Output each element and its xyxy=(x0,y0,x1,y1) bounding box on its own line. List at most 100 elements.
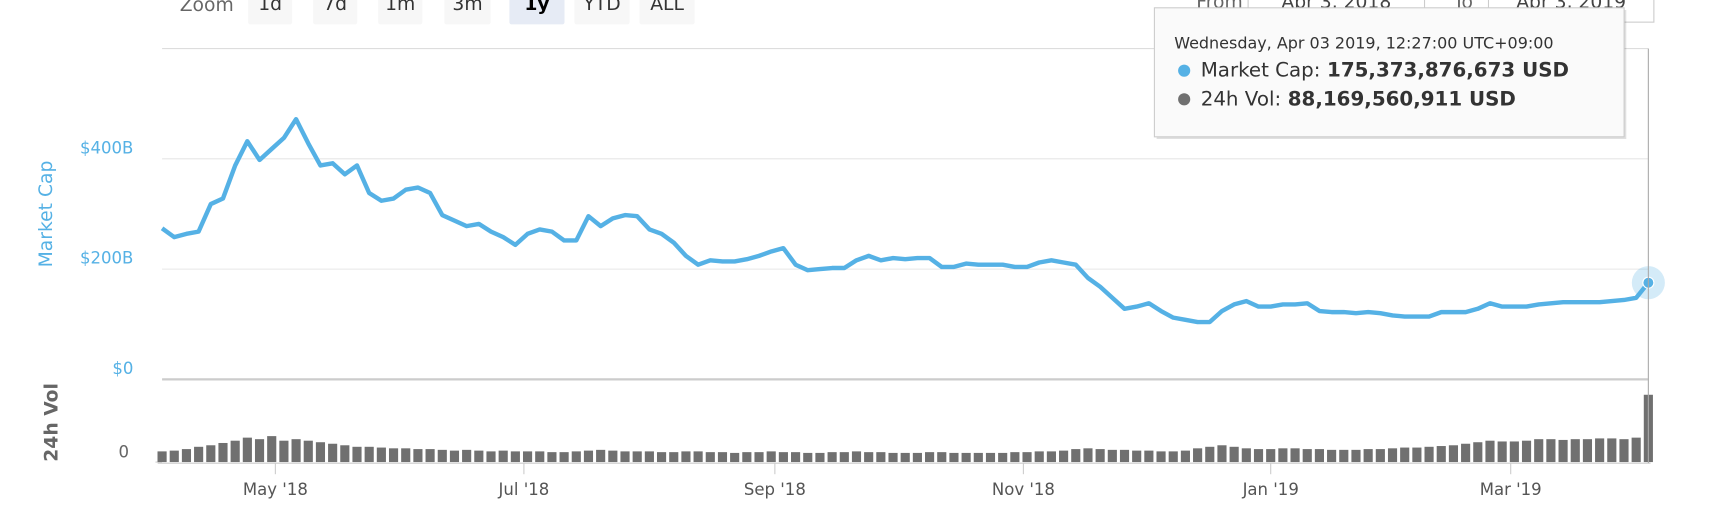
volume-bar xyxy=(1046,451,1056,463)
zoom-button-label: 1m xyxy=(385,0,415,15)
zoom-button[interactable] xyxy=(444,0,491,25)
volume-bar xyxy=(328,443,338,463)
volume-bar xyxy=(1473,442,1483,463)
volume-bar xyxy=(1193,448,1203,463)
market-cap-line xyxy=(160,116,1651,325)
volume-bar xyxy=(985,452,996,463)
y-tick-label: $200B xyxy=(80,249,133,268)
volume-bar xyxy=(949,452,959,463)
volume-bar xyxy=(876,452,886,463)
volume-bar xyxy=(900,452,910,463)
tooltip-bullet xyxy=(1178,93,1191,106)
zoom-button[interactable] xyxy=(313,0,358,25)
volume-bar xyxy=(1302,449,1312,463)
y2-axis-title: 24h Vol xyxy=(41,383,62,462)
volume-bar xyxy=(388,448,399,463)
y-axis-title: Market Cap xyxy=(36,161,57,268)
volume-bar xyxy=(620,451,630,463)
volume-bar xyxy=(1424,446,1434,463)
x-tick-label: May '18 xyxy=(243,480,308,499)
volume-bar xyxy=(206,445,216,463)
volume-bar xyxy=(632,451,642,463)
volume-bar xyxy=(1144,450,1154,463)
volume-bar xyxy=(1436,446,1446,463)
volume-bar xyxy=(1107,449,1117,463)
volume-bar xyxy=(1010,452,1020,463)
volume-bar xyxy=(1327,449,1337,463)
zoom-button[interactable] xyxy=(378,0,423,25)
volume-bar xyxy=(1071,449,1081,463)
volume-bar xyxy=(1631,437,1641,463)
y-tick-label: $0 xyxy=(112,359,133,378)
volume-bar xyxy=(181,449,192,463)
volume-bar xyxy=(1314,449,1324,463)
y-tick-label: $400B xyxy=(80,138,133,157)
zoom-button-label: 1y xyxy=(524,0,549,15)
volume-bar xyxy=(571,451,581,463)
volume-bar xyxy=(559,452,569,463)
volume-bar xyxy=(851,451,862,463)
volume-bar xyxy=(401,448,411,463)
volume-bar xyxy=(1059,450,1069,463)
zoom-label: Zoom xyxy=(180,0,234,16)
volume-bar xyxy=(315,442,326,463)
volume-bar xyxy=(1034,451,1044,463)
volume-bar xyxy=(547,452,557,463)
volume-bar xyxy=(839,452,849,463)
volume-bar xyxy=(157,451,167,463)
volume-bar xyxy=(1400,447,1410,463)
zoom-button-label: YTD xyxy=(582,0,620,15)
volume-bar xyxy=(864,452,874,463)
zoom-button[interactable] xyxy=(509,0,565,25)
tooltip-row-label: Market Cap: xyxy=(1201,58,1321,81)
volume-bar xyxy=(194,446,204,463)
tooltip-date: Wednesday, Apr 03 2019, 12:27:00 UTC+09:… xyxy=(1174,34,1553,53)
volume-bar xyxy=(1351,449,1361,463)
volume-bar xyxy=(1266,449,1276,463)
volume-bar xyxy=(1485,440,1495,463)
volume-bar xyxy=(1217,445,1227,463)
x-tick-label: Nov '18 xyxy=(992,480,1055,499)
volume-bar xyxy=(535,451,545,463)
volume-bar xyxy=(254,439,265,463)
zoom-button-label: 7d xyxy=(323,0,347,15)
y2-tick-label: 0 xyxy=(118,443,129,462)
volume-bar xyxy=(693,451,703,463)
volume-bar xyxy=(754,452,764,463)
tooltip-row-value: 88,169,560,911 USD xyxy=(1288,87,1516,110)
tooltip-row-value: 175,373,876,673 USD xyxy=(1327,58,1569,81)
tooltip-box xyxy=(1153,7,1625,138)
volume-bar xyxy=(364,446,374,463)
zoom-button[interactable] xyxy=(248,0,293,25)
volume-bar xyxy=(279,440,289,463)
volume-bar xyxy=(778,452,788,463)
tooltip: Wednesday, Apr 03 2019, 12:27:00 UTC+09:… xyxy=(1153,7,1627,140)
volume-bar xyxy=(925,452,935,463)
volume-bar xyxy=(1375,449,1385,463)
volume-bar xyxy=(730,452,740,463)
volume-bar xyxy=(998,452,1008,463)
volume-bar xyxy=(230,440,240,463)
zoom-button[interactable] xyxy=(639,0,695,25)
zoom-button[interactable] xyxy=(574,0,630,25)
volume-bar xyxy=(510,451,520,463)
volume-bar xyxy=(583,450,594,463)
volume-bar xyxy=(1595,438,1605,463)
volume-bar xyxy=(1363,449,1373,463)
volume-bar xyxy=(815,452,825,463)
volume-bar xyxy=(791,452,801,463)
volume-bar xyxy=(1412,447,1422,463)
volume-bar xyxy=(1180,450,1190,463)
volume-bar xyxy=(888,452,898,463)
volume-bar xyxy=(596,449,606,463)
volume-bar xyxy=(437,449,447,463)
volume-bar xyxy=(1119,449,1130,463)
volume-bar xyxy=(474,450,484,463)
volume-bar xyxy=(1339,449,1349,463)
volume-bar xyxy=(742,452,752,463)
volume-bar xyxy=(1509,441,1519,463)
volume-bar xyxy=(1461,443,1471,463)
volume-bar xyxy=(1534,439,1544,463)
